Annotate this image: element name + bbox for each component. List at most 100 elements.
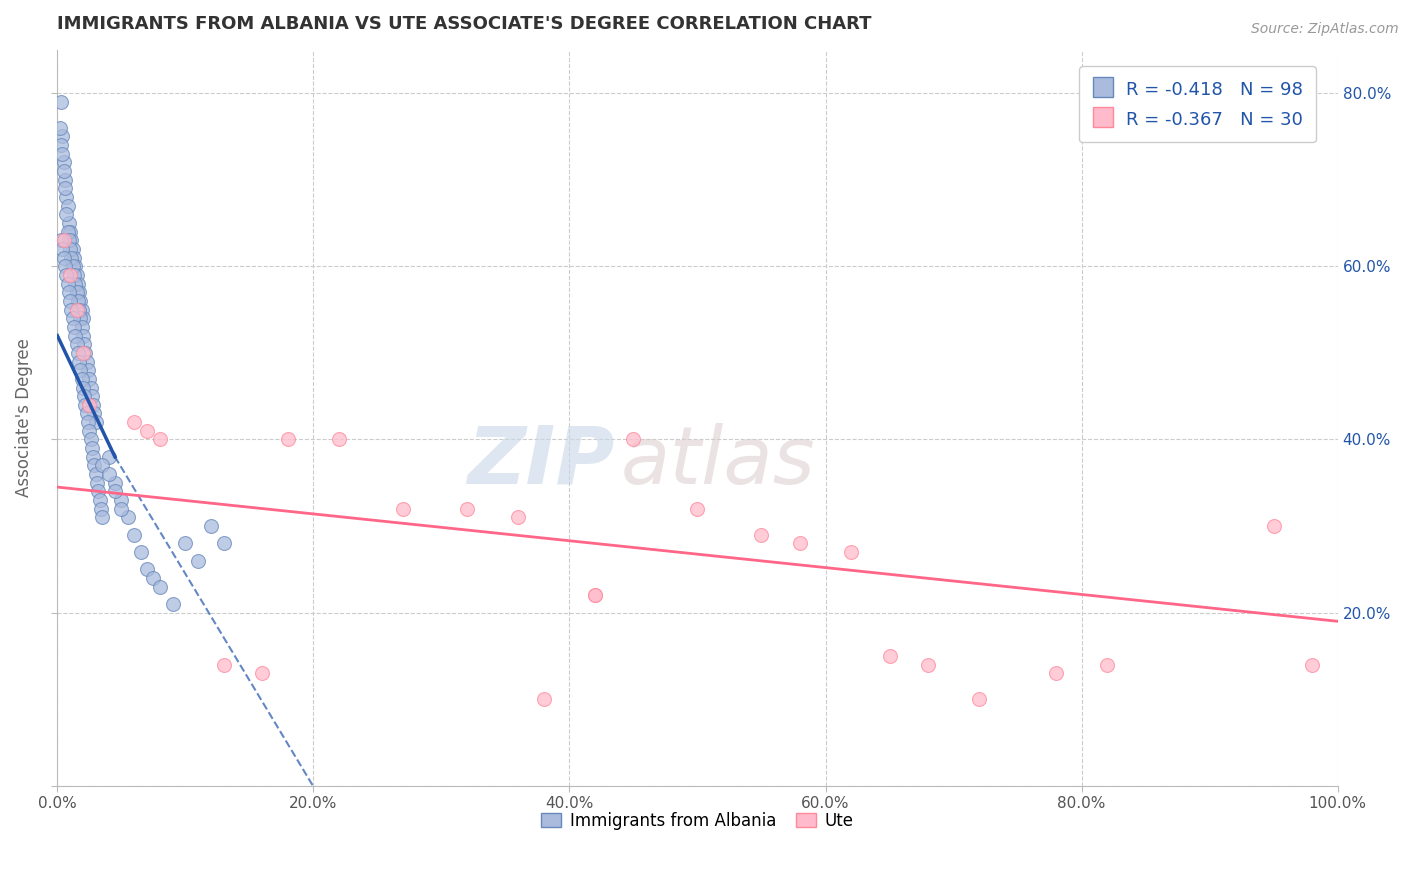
- Point: [136, 562, 159, 576]
- Point: [70, 372, 93, 386]
- Point: [91, 458, 114, 473]
- Y-axis label: Associate's Degree: Associate's Degree: [15, 338, 32, 497]
- Point: [65, 328, 87, 343]
- Point: [59, 268, 82, 282]
- Text: atlas: atlas: [620, 423, 815, 501]
- Point: [104, 484, 127, 499]
- Point: [65, 268, 87, 282]
- Point: [63, 251, 86, 265]
- Point: [58, 233, 80, 247]
- Point: [49, 120, 72, 135]
- Point: [62, 260, 84, 274]
- Point: [55, 190, 77, 204]
- Text: Source: ZipAtlas.com: Source: ZipAtlas.com: [1251, 22, 1399, 37]
- Point: [86, 475, 108, 490]
- Point: [66, 346, 89, 360]
- Point: [75, 346, 97, 360]
- Point: [129, 545, 152, 559]
- Point: [59, 225, 82, 239]
- Point: [1095, 657, 1118, 672]
- Point: [583, 588, 606, 602]
- Point: [104, 475, 127, 490]
- Point: [1045, 666, 1067, 681]
- Point: [63, 319, 86, 334]
- Point: [72, 328, 94, 343]
- Point: [70, 319, 93, 334]
- Point: [87, 484, 110, 499]
- Point: [90, 501, 112, 516]
- Point: [65, 260, 87, 274]
- Point: [142, 571, 165, 585]
- Point: [1263, 519, 1285, 533]
- Point: [79, 372, 101, 386]
- Point: [58, 285, 80, 300]
- Point: [51, 146, 73, 161]
- Point: [174, 536, 197, 550]
- Point: [73, 389, 96, 403]
- Point: [67, 285, 90, 300]
- Point: [623, 433, 645, 447]
- Point: [65, 285, 87, 300]
- Point: [53, 181, 76, 195]
- Point: [117, 510, 139, 524]
- Point: [53, 260, 76, 274]
- Point: [508, 510, 530, 524]
- Point: [839, 545, 862, 559]
- Point: [84, 467, 107, 481]
- Point: [212, 657, 235, 672]
- Point: [149, 433, 172, 447]
- Point: [82, 398, 104, 412]
- Point: [110, 493, 132, 508]
- Point: [277, 433, 299, 447]
- Point: [60, 302, 83, 317]
- Point: [66, 293, 89, 308]
- Point: [583, 588, 606, 602]
- Point: [49, 138, 72, 153]
- Point: [55, 268, 77, 282]
- Point: [84, 415, 107, 429]
- Point: [60, 233, 83, 247]
- Point: [58, 216, 80, 230]
- Point: [52, 251, 75, 265]
- Point: [65, 277, 87, 291]
- Point: [67, 302, 90, 317]
- Point: [77, 363, 100, 377]
- Point: [122, 415, 145, 429]
- Point: [79, 398, 101, 412]
- Point: [52, 155, 75, 169]
- Point: [59, 293, 82, 308]
- Point: [69, 293, 91, 308]
- Point: [62, 311, 84, 326]
- Point: [52, 233, 75, 247]
- Point: [97, 450, 120, 464]
- Point: [67, 354, 90, 368]
- Point: [967, 692, 990, 706]
- Point: [91, 510, 114, 524]
- Point: [59, 242, 82, 256]
- Legend: Immigrants from Albania, Ute: Immigrants from Albania, Ute: [534, 805, 860, 837]
- Point: [76, 354, 98, 368]
- Point: [1301, 657, 1323, 672]
- Point: [79, 424, 101, 438]
- Point: [80, 389, 103, 403]
- Point: [80, 441, 103, 455]
- Point: [75, 398, 97, 412]
- Point: [60, 251, 83, 265]
- Point: [79, 433, 101, 447]
- Point: [162, 597, 184, 611]
- Point: [136, 424, 159, 438]
- Point: [51, 242, 73, 256]
- Point: [97, 467, 120, 481]
- Point: [917, 657, 939, 672]
- Point: [82, 450, 104, 464]
- Point: [73, 337, 96, 351]
- Point: [89, 493, 111, 508]
- Point: [122, 527, 145, 541]
- Point: [63, 268, 86, 282]
- Point: [187, 554, 209, 568]
- Point: [149, 580, 172, 594]
- Point: [110, 501, 132, 516]
- Point: [79, 380, 101, 394]
- Point: [53, 172, 76, 186]
- Point: [70, 302, 93, 317]
